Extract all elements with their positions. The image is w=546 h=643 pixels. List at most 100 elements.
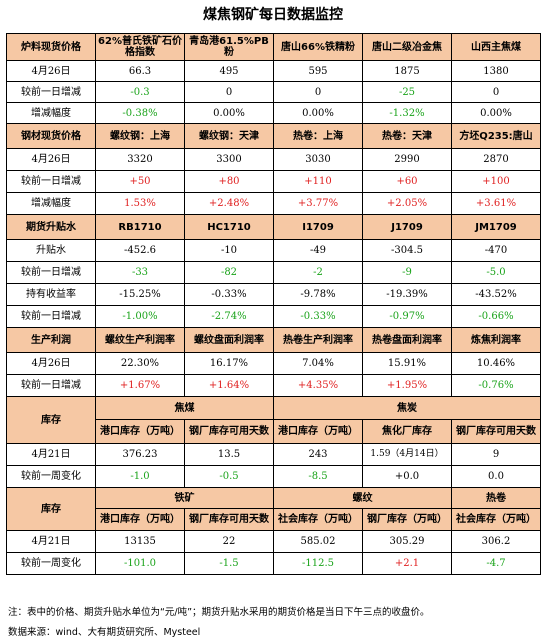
cell: +4.35% [273,374,363,397]
cell: +1.95% [362,374,452,397]
table-row: 较前一日增减 -33 -82 -2 -9 -5.0 [6,261,541,284]
table-row: 4月21日 13135 22 585.02 305.29 306.2 [6,530,541,553]
cell: -0.33% [184,283,274,306]
row-label: 4月21日 [6,443,96,466]
cell: +80 [184,170,274,193]
s3-header: 期货升贴水 [6,214,96,240]
table-row: 4月21日 376.23 13.5 243 1.59（4月14日） 9 [6,443,541,466]
s2-header: 热卷：天津 [362,123,452,149]
cell: +100 [451,170,541,193]
cell: -19.39% [362,283,452,306]
table-row: 较前一日增减 -0.3 0 0 -25 0 [6,81,541,103]
cell: -8.5 [273,465,363,488]
cell: 0 [273,81,363,103]
s1-header: 唐山66%铁精粉 [273,33,363,61]
table-row: 4月26日 22.30% 16.17% 7.04% 15.91% 10.46% [6,352,541,375]
row-label: 较前一日增减 [6,305,96,328]
s2-header: 钢材现货价格 [6,123,96,149]
s3-header: JM1709 [451,214,541,240]
cell: 1380 [451,60,541,82]
table-row: 较前一日增减 +50 +80 +110 +60 +100 [6,170,541,193]
cell: -0.38% [95,102,185,124]
s1-header: 炉料现货价格 [6,33,96,61]
cell: -470 [451,239,541,262]
s4-header: 螺纹盘面利润率 [184,327,274,353]
sub-header: 钢厂库存可用天数 [184,419,274,444]
s2-header: 螺纹钢：天津 [184,123,274,149]
cell: -4.7 [451,552,541,575]
cell: 376.23 [95,443,185,466]
cell: 305.29 [362,530,452,553]
row-label: 较前一日增减 [6,170,96,193]
cell: 495 [184,60,274,82]
s3-header-row: 期货升贴水 RB1710 HC1710 I1709 J1709 JM1709 [6,214,541,240]
row-label: 较前一周变化 [6,465,96,488]
group-header: 焦煤 [95,396,274,420]
cell: -0.76% [451,374,541,397]
cell: 66.3 [95,60,185,82]
cell: 2870 [451,148,541,171]
row-label: 增减幅度 [6,192,96,215]
group-header: 螺纹 [273,487,452,509]
s1-header: 青岛港61.5%PB粉 [184,33,274,61]
cell: +1.67% [95,374,185,397]
sub-header: 焦化厂库存 [362,419,452,444]
s2-header: 热卷：上海 [273,123,363,149]
s4-header-row: 生产利润 螺纹生产利润率 螺纹盘面利润率 热卷生产利润率 热卷盘面利润率 炼焦利… [6,327,541,353]
row-label: 增减幅度 [6,102,96,124]
inventory-label: 库存 [6,396,96,444]
page-title: 煤焦钢矿每日数据监控 [203,7,343,23]
s4-header: 生产利润 [6,327,96,353]
cell: +50 [95,170,185,193]
table-row: 增减幅度 -0.38% 0.00% 0.00% -1.32% 0.00% [6,102,541,124]
cell: -0.5 [184,465,274,488]
row-label: 4月26日 [6,60,96,82]
cell: -112.5 [273,552,363,575]
cell: +1.64% [184,374,274,397]
s2-header: 螺纹钢：上海 [95,123,185,149]
cell: -0.97% [362,305,452,328]
cell: -9 [362,261,452,284]
cell: 10.46% [451,352,541,375]
cell: 16.17% [184,352,274,375]
table-row: 较前一日增减 -1.00% -2.74% -0.33% -0.97% -0.66… [6,305,541,328]
cell: 22 [184,530,274,553]
cell: -0.33% [273,305,363,328]
cell: -0.66% [451,305,541,328]
s6-group-row: 库存 铁矿 螺纹 热卷 [6,487,541,531]
cell: 585.02 [273,530,363,553]
sub-header: 钢厂库存可用天数 [184,508,274,531]
s2-header: 方坯Q235:唐山 [451,123,541,149]
cell: -49 [273,239,363,262]
cell: -2 [273,261,363,284]
cell: -101.0 [95,552,185,575]
cell: +2.48% [184,192,274,215]
cell: -0.3 [95,81,185,103]
s1-header: 62%普氏铁矿石价格指数 [95,33,185,61]
sub-header: 钢厂库存（万吨） [362,508,452,531]
cell: -10 [184,239,274,262]
table-row: 较前一日增减 +1.67% +1.64% +4.35% +1.95% -0.76… [6,374,541,397]
cell: -1.32% [362,102,452,124]
cell: -304.5 [362,239,452,262]
cell: -5.0 [451,261,541,284]
s3-header: J1709 [362,214,452,240]
s3-header: RB1710 [95,214,185,240]
table-row: 持有收益率 -15.25% -0.33% -9.78% -19.39% -43.… [6,283,541,306]
cell: 2990 [362,148,452,171]
cell: +3.61% [451,192,541,215]
cell: +60 [362,170,452,193]
table-row: 较前一周变化 -101.0 -1.5 -112.5 +2.1 -4.7 [6,552,541,575]
table-row: 增减幅度 1.53% +2.48% +3.77% +2.05% +3.61% [6,192,541,215]
cell: +0.0 [362,465,452,488]
s4-header: 热卷生产利润率 [273,327,363,353]
s5-group-row: 库存 焦煤 焦炭 [6,396,541,444]
group-header: 热卷 [451,487,541,509]
cell: -43.52% [451,283,541,306]
cell: -25 [362,81,452,103]
sub-header: 港口库存（万吨） [95,508,185,531]
cell: -9.78% [273,283,363,306]
row-label: 较前一日增减 [6,374,96,397]
s3-header: I1709 [273,214,363,240]
